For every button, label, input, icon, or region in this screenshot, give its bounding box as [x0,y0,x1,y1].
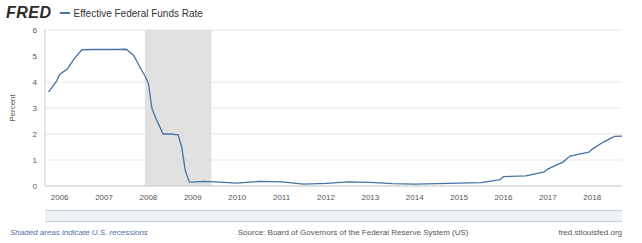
svg-text:2015: 2015 [450,193,468,202]
svg-text:2: 2 [33,130,38,139]
html-text:Effective Federal Funds Rate: Effective Federal Funds Rate [73,7,203,19]
html-text:Source: Board of Governors of: Source: Board of Governors of the Federa… [237,227,469,237]
svg-text:2016: 2016 [495,193,513,202]
svg-text:2018: 2018 [583,193,601,202]
svg-text:2010: 2010 [228,193,246,202]
svg-text:2009: 2009 [184,193,202,202]
svg-text:2012: 2012 [317,193,335,202]
svg-text:5: 5 [33,52,38,61]
svg-text:2013: 2013 [361,193,379,202]
svg-text:3: 3 [33,104,38,113]
svg-text:2017: 2017 [539,193,557,202]
html-text:FRED: FRED [6,4,52,21]
svg-text:4: 4 [33,78,38,87]
svg-text:2011: 2011 [273,193,291,202]
svg-text:6: 6 [33,26,38,35]
svg-text:2007: 2007 [95,193,113,202]
svg-text:2006: 2006 [51,193,69,202]
svg-text:2008: 2008 [140,193,158,202]
html-text:Shaded areas indicate U.S. rec: Shaded areas indicate U.S. recessions [10,227,148,237]
svg-text:Percent: Percent [8,93,17,121]
svg-text:1: 1 [33,156,38,165]
html-text:fred.stlouisfed.org: fred.stlouisfed.org [558,227,622,237]
svg-text:0: 0 [33,182,38,191]
svg-text:2014: 2014 [406,193,424,202]
